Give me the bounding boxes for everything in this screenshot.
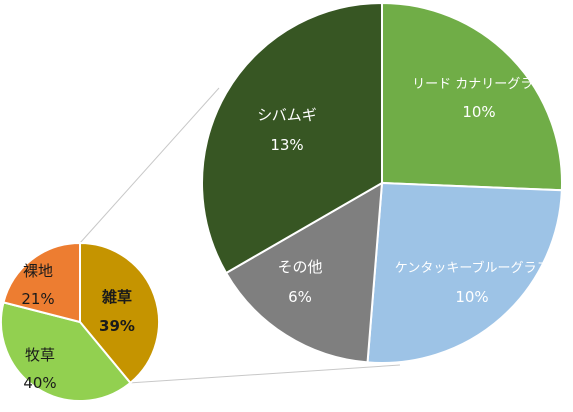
breakdown-pie-slice-2 bbox=[224, 181, 384, 364]
connector-line-bottom bbox=[130, 364, 401, 384]
breakdown-pie-value-label-2: 6% bbox=[288, 288, 312, 306]
breakdown-pie-category-label-1: ケンタッキーブルーグラス bbox=[395, 260, 550, 276]
chart-labels: 雑草 39% 牧草 40% 裸地 21% リード カナリーグラス 10% ケンタッキーブルーグラ… bbox=[21, 77, 549, 392]
main-pie-value-label-1: 40% bbox=[23, 374, 56, 392]
breakdown-pie-category-label-2: その他 bbox=[277, 258, 322, 276]
breakdown-pie-slice-1 bbox=[366, 181, 563, 364]
main-pie-slice-0 bbox=[79, 241, 160, 385]
main-pie-category-label-1: 牧草 bbox=[25, 346, 55, 364]
breakdown-pie-value-label-1: 10% bbox=[455, 288, 488, 306]
breakdown-pie bbox=[201, 1, 563, 364]
main-pie-category-label-0: 雑草 bbox=[101, 288, 132, 306]
main-pie-value-label-2: 21% bbox=[21, 290, 54, 308]
main-pie-category-label-2: 裸地 bbox=[23, 262, 53, 280]
breakdown-pie-category-label-3: シバムギ bbox=[257, 106, 317, 124]
breakdown-pie-value-label-0: 10% bbox=[462, 103, 495, 121]
connector-line-top bbox=[79, 87, 220, 244]
main-pie bbox=[0, 241, 160, 402]
main-pie-slice-1 bbox=[0, 301, 132, 402]
main-pie-slice-2 bbox=[2, 241, 81, 324]
breakdown-pie-slice-0 bbox=[381, 1, 563, 192]
breakdown-pie-slice-3 bbox=[201, 1, 383, 275]
breakdown-pie-value-label-3: 13% bbox=[270, 136, 303, 154]
connector-lines bbox=[79, 87, 401, 384]
breakdown-pie-category-label-0: リード カナリーグラス bbox=[412, 77, 546, 92]
main-pie-value-label-0: 39% bbox=[99, 317, 135, 335]
